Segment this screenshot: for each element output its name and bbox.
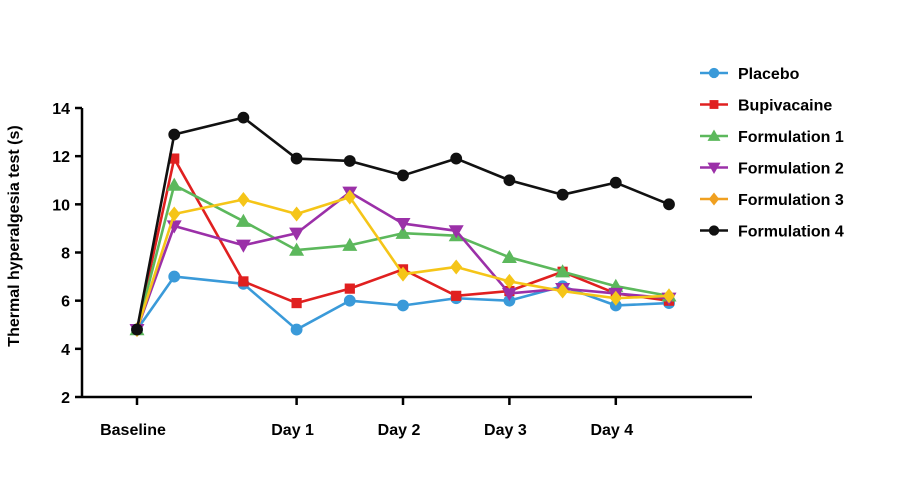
data-point	[289, 242, 305, 256]
legend-item: Formulation 3	[700, 192, 844, 209]
data-point	[238, 276, 249, 287]
data-point	[395, 217, 411, 232]
data-point	[397, 266, 409, 282]
legend-marker	[708, 225, 720, 236]
data-point	[168, 206, 181, 222]
x-tick-label: Day 2	[378, 422, 421, 439]
legend-marker	[708, 192, 720, 206]
data-point	[290, 206, 303, 222]
data-point	[450, 152, 463, 165]
series-formulation-2	[129, 186, 677, 338]
data-point	[609, 176, 622, 189]
legend-item: Placebo	[700, 66, 800, 83]
legend-label: Formulation 1	[738, 129, 844, 146]
data-point	[237, 192, 250, 208]
data-point	[131, 323, 143, 336]
data-point	[343, 189, 356, 205]
legend-item: Bupivacaine	[700, 98, 832, 115]
data-point	[663, 288, 675, 304]
series-formulation-3	[131, 189, 675, 338]
data-point	[503, 174, 516, 187]
y-tick-label: 2	[61, 390, 70, 407]
data-point	[397, 169, 409, 182]
legend-item: Formulation 2	[700, 161, 844, 178]
data-point	[555, 264, 571, 278]
legend-marker	[708, 67, 720, 79]
data-point	[289, 227, 305, 241]
legend-label: Formulation 4	[738, 224, 844, 241]
data-point	[397, 299, 409, 312]
legend-item: Formulation 4	[700, 224, 844, 241]
data-point	[235, 213, 251, 227]
y-tick-label: 12	[52, 149, 70, 166]
data-point	[501, 287, 517, 301]
y-axis-title: Thermal hyperalgesia test (s)	[6, 125, 23, 346]
data-point	[169, 153, 180, 164]
data-point	[451, 290, 462, 301]
data-point	[168, 270, 181, 283]
data-point	[290, 323, 303, 336]
legend-item: Formulation 1	[700, 129, 844, 146]
y-tick-label: 10	[52, 197, 70, 214]
data-point	[663, 198, 675, 211]
x-tick-label: Day 3	[484, 422, 527, 439]
legend-marker	[709, 100, 719, 109]
y-tick-label: 14	[52, 101, 70, 118]
data-point	[291, 297, 302, 309]
data-point	[237, 111, 250, 124]
legend-label: Formulation 3	[738, 192, 844, 209]
series-layer	[129, 111, 677, 338]
x-tick-label: Baseline	[100, 422, 166, 439]
y-tick-label: 4	[61, 342, 70, 359]
legend-marker	[707, 162, 721, 174]
data-point	[448, 225, 464, 239]
data-point	[501, 249, 517, 263]
data-point	[609, 290, 622, 306]
axes: 2 4 6 8 10 12 14 Baseline Day 1 Day 2 Day 3 Day 4	[52, 101, 752, 439]
data-point	[342, 237, 358, 251]
legend-marker	[707, 129, 721, 141]
data-point	[556, 283, 569, 299]
series-formulation-1	[129, 177, 677, 336]
x-tick-label: Day 4	[590, 422, 633, 439]
data-point	[235, 239, 251, 253]
legend: Placebo Bupivacaine Formulation 1 Formulati…	[700, 66, 844, 241]
data-point	[450, 259, 463, 275]
y-tick-label: 8	[61, 246, 70, 263]
data-point	[343, 294, 356, 307]
series-formulation-4	[131, 111, 675, 336]
legend-label: Formulation 2	[738, 161, 844, 178]
x-tick-label: Day 1	[271, 422, 314, 439]
data-point	[395, 225, 411, 239]
y-tick-label: 6	[61, 294, 70, 311]
data-point	[344, 283, 355, 294]
legend-label: Bupivacaine	[738, 98, 832, 115]
data-point	[343, 155, 356, 167]
data-point	[556, 188, 569, 201]
data-point	[168, 128, 181, 141]
data-point	[290, 152, 303, 165]
data-point	[503, 273, 516, 289]
legend-label: Placebo	[738, 66, 800, 83]
data-point	[166, 177, 182, 191]
